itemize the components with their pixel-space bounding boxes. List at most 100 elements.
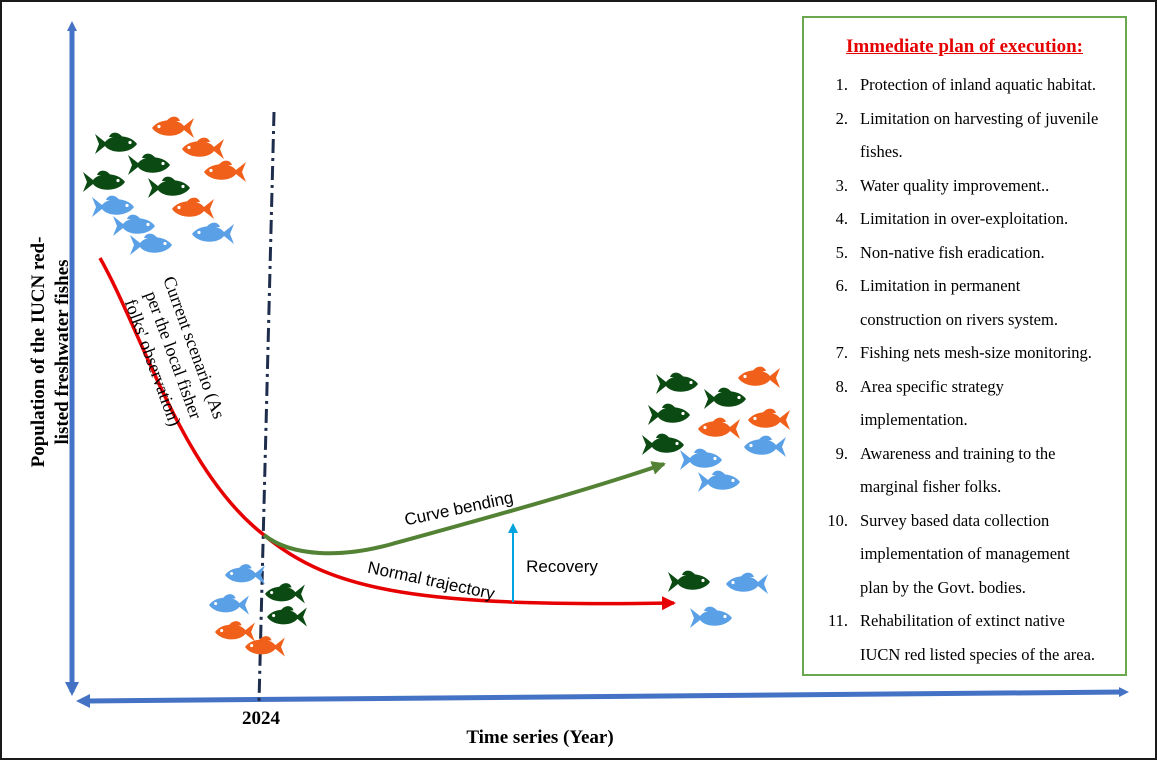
fish-school-initial bbox=[83, 116, 246, 255]
plan-item-number bbox=[804, 135, 848, 169]
plan-item-line: IUCN red listed species of the area. bbox=[804, 638, 1119, 672]
plan-item-text: Fishing nets mesh-size monitoring. bbox=[860, 343, 1092, 362]
plan-item-line: 11. Rehabilitation of extinct native bbox=[804, 604, 1119, 638]
fish-icon bbox=[698, 417, 740, 439]
plan-item-line: 2. Limitation on harvesting of juvenile bbox=[804, 102, 1119, 136]
plan-item-text: Area specific strategy bbox=[860, 376, 1004, 396]
fish-icon bbox=[648, 403, 690, 425]
curve-bending-label: Curve bending bbox=[403, 488, 515, 530]
fish-icon bbox=[748, 408, 790, 430]
plan-item-number: 9. bbox=[835, 443, 848, 463]
fish-school-normal bbox=[668, 570, 768, 628]
plan-item-line: plan by the Govt. bodies. bbox=[804, 571, 1119, 605]
plan-item-text: Non-native fish eradication. bbox=[860, 242, 1045, 262]
fish-icon bbox=[267, 606, 307, 627]
plan-item-line: 9. Awareness and training to the bbox=[804, 437, 1119, 471]
x-axis-left-head bbox=[76, 694, 90, 708]
x-axis bbox=[87, 687, 1129, 704]
plan-item-number bbox=[804, 638, 848, 672]
plan-item-number: 1. bbox=[835, 75, 848, 94]
plan-item-number bbox=[804, 403, 848, 437]
plan-item-text: Awareness and training to the bbox=[860, 443, 1056, 463]
year-marker: 2024 bbox=[242, 708, 281, 729]
fish-icon bbox=[726, 572, 768, 594]
plan-item-text: IUCN red listed species of the area. bbox=[860, 644, 1096, 664]
plan-item-text: Limitation in over-exploitation. bbox=[860, 209, 1069, 228]
fish-icon bbox=[245, 636, 285, 657]
plan-item-text: implementation. bbox=[860, 410, 968, 429]
plan-item-number: 8. bbox=[835, 376, 848, 396]
fish-icon bbox=[209, 594, 249, 615]
plan-item-number: 11. bbox=[827, 611, 848, 630]
fish-icon bbox=[698, 470, 740, 492]
fish-icon bbox=[744, 435, 786, 457]
fish-icon bbox=[152, 116, 194, 138]
fish-icon bbox=[215, 621, 255, 642]
plan-item-text: fishes. bbox=[860, 142, 903, 161]
y-axis-label-line1: Population of the IUCN red- bbox=[28, 237, 49, 468]
fish-icon bbox=[182, 137, 224, 159]
plan-item-text: Limitation in permanent bbox=[860, 276, 1021, 295]
plan-item-line: implementation. bbox=[804, 403, 1119, 437]
plan-item-text: Water quality improvement.. bbox=[860, 175, 1050, 195]
fish-icon bbox=[225, 564, 265, 585]
plan-item-text: Rehabilitation of extinct native bbox=[860, 611, 1065, 630]
plan-item-line: 1. Protection of inland aquatic habitat. bbox=[804, 68, 1119, 102]
fish-icon bbox=[192, 222, 234, 244]
fish-icon bbox=[95, 132, 137, 154]
plan-item-text: Limitation on harvesting of juvenile bbox=[860, 108, 1099, 128]
recovery-label: Recovery bbox=[526, 557, 598, 576]
fish-icon bbox=[265, 583, 305, 604]
plan-item-number: 2. bbox=[835, 108, 848, 128]
plan-item-text: construction on rivers system. bbox=[860, 309, 1058, 329]
plan-item-number: 4. bbox=[835, 209, 848, 228]
fish-icon bbox=[148, 176, 190, 198]
fish-icon bbox=[113, 214, 155, 236]
plan-item-number: 10. bbox=[827, 510, 848, 530]
fish-icon bbox=[83, 170, 125, 192]
plan-item-line: marginal fisher folks. bbox=[804, 470, 1119, 504]
recovery-curve bbox=[262, 461, 666, 556]
plan-item-number bbox=[804, 537, 848, 571]
plan-item-number: 6. bbox=[835, 276, 848, 295]
plan-item-line: 4. Limitation in over-exploitation. bbox=[804, 202, 1119, 236]
fish-icon bbox=[204, 160, 246, 182]
plan-item-number: 5. bbox=[835, 242, 848, 262]
plan-item-number bbox=[804, 303, 848, 337]
plan-item-line: fishes. bbox=[804, 135, 1119, 169]
plan-item-text: Protection of inland aquatic habitat. bbox=[860, 75, 1096, 94]
plan-item-number: 7. bbox=[835, 343, 848, 362]
plan-item-line: 10. Survey based data collection bbox=[804, 504, 1119, 538]
plan-title: Immediate plan of execution: bbox=[846, 36, 1083, 57]
plan-item-number bbox=[804, 470, 848, 504]
fish-icon bbox=[92, 195, 134, 217]
current-scenario-label: Current scenario (As per the local fishe… bbox=[120, 274, 230, 430]
plan-item-line: implementation of management bbox=[804, 537, 1119, 571]
fish-icon bbox=[690, 606, 732, 628]
fish-school-recovered bbox=[642, 366, 790, 492]
x-axis-label: Time series (Year) bbox=[466, 727, 613, 748]
fish-icon bbox=[704, 387, 746, 409]
fish-icon bbox=[172, 197, 214, 219]
plan-item-text: Survey based data collection bbox=[860, 510, 1050, 530]
plan-item-line: 7. Fishing nets mesh-size monitoring. bbox=[804, 336, 1119, 370]
fish-icon bbox=[680, 448, 722, 470]
plan-item-number bbox=[804, 571, 848, 605]
plan-item-text: marginal fisher folks. bbox=[860, 477, 1002, 496]
fish-icon bbox=[668, 570, 710, 592]
year-divider-line bbox=[257, 111, 276, 703]
fish-icon bbox=[128, 153, 170, 175]
fish-icon bbox=[656, 372, 698, 394]
fish-icon bbox=[738, 366, 780, 388]
fish-icon bbox=[130, 233, 172, 255]
plan-item-line: 8. Area specific strategy bbox=[804, 370, 1119, 404]
plan-item-line: 5. Non-native fish eradication. bbox=[804, 236, 1119, 270]
y-axis-bottom-head bbox=[65, 682, 79, 696]
fish-icon bbox=[642, 433, 684, 455]
y-axis-label-line2: listed freshwater fishes bbox=[52, 259, 73, 444]
plan-box: Immediate plan of execution: 1. Protectio… bbox=[802, 16, 1127, 676]
plan-item-line: 3. Water quality improvement.. bbox=[804, 169, 1119, 203]
fish-school-2024 bbox=[209, 564, 307, 657]
